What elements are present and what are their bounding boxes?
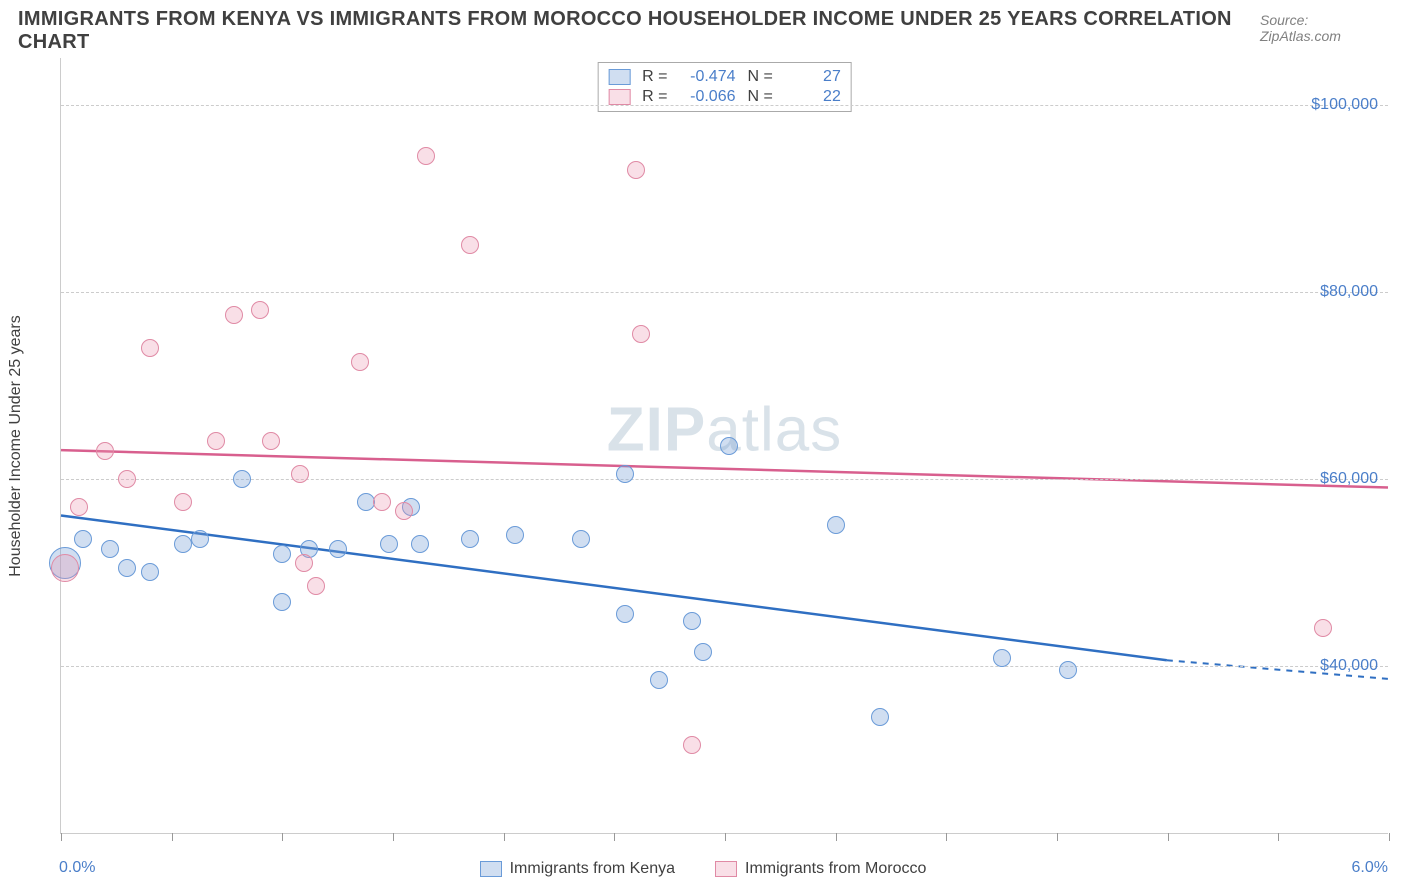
x-tick-mark (504, 833, 505, 841)
data-point (251, 301, 269, 319)
series-legend: Immigrants from Kenya Immigrants from Mor… (0, 860, 1406, 878)
stat-r-label: R = (642, 68, 667, 86)
x-tick-mark (61, 833, 62, 841)
data-point (827, 516, 845, 534)
data-point (295, 554, 313, 572)
plot-wrapper: ZIPatlas R =-0.474N =27R =-0.066N =22 0.… (60, 58, 1388, 834)
data-point (225, 306, 243, 324)
stat-r-value: -0.066 (680, 88, 736, 106)
data-point (273, 545, 291, 563)
trend-line (61, 516, 1167, 661)
data-point (506, 526, 524, 544)
legend-swatch (715, 861, 737, 877)
data-point (51, 554, 79, 582)
data-point (616, 465, 634, 483)
data-point (373, 493, 391, 511)
data-point (720, 437, 738, 455)
data-point (461, 530, 479, 548)
data-point (174, 535, 192, 553)
stat-n-value: 22 (785, 88, 841, 106)
gridline (61, 479, 1388, 480)
data-point (650, 671, 668, 689)
x-tick-mark (836, 833, 837, 841)
x-tick-mark (1057, 833, 1058, 841)
gridline (61, 292, 1388, 293)
data-point (191, 530, 209, 548)
data-point (141, 563, 159, 581)
data-point (96, 442, 114, 460)
data-point (1314, 619, 1332, 637)
data-point (101, 540, 119, 558)
x-tick-mark (946, 833, 947, 841)
y-tick-label: $40,000 (1320, 657, 1378, 675)
data-point (273, 593, 291, 611)
legend-swatch (608, 69, 630, 85)
data-point (627, 161, 645, 179)
legend-swatch (608, 89, 630, 105)
data-point (694, 643, 712, 661)
data-point (174, 493, 192, 511)
stat-n-value: 27 (785, 68, 841, 86)
data-point (207, 432, 225, 450)
data-point (118, 470, 136, 488)
data-point (262, 432, 280, 450)
data-point (1059, 661, 1077, 679)
data-point (683, 736, 701, 754)
data-point (395, 502, 413, 520)
data-point (572, 530, 590, 548)
x-tick-mark (1168, 833, 1169, 841)
stat-r-value: -0.474 (680, 68, 736, 86)
data-point (329, 540, 347, 558)
data-point (70, 498, 88, 516)
stat-r-label: R = (642, 88, 667, 106)
data-point (233, 470, 251, 488)
legend-series-name: Immigrants from Kenya (510, 860, 675, 878)
data-point (74, 530, 92, 548)
data-point (632, 325, 650, 343)
data-point (307, 577, 325, 595)
data-point (417, 147, 435, 165)
x-tick-mark (393, 833, 394, 841)
x-tick-mark (725, 833, 726, 841)
stats-legend-row: R = -0.474 N = 27 (608, 67, 841, 87)
data-point (141, 339, 159, 357)
y-tick-label: $60,000 (1320, 470, 1378, 488)
gridline (61, 105, 1388, 106)
data-point (461, 236, 479, 254)
data-point (616, 605, 634, 623)
data-point (351, 353, 369, 371)
data-point (993, 649, 1011, 667)
y-axis-title: Householder Income Under 25 years (7, 315, 25, 576)
x-tick-mark (1389, 833, 1390, 841)
source-label: Source: ZipAtlas.com (1260, 12, 1388, 44)
y-tick-label: $100,000 (1311, 96, 1378, 114)
data-point (380, 535, 398, 553)
x-tick-mark (172, 833, 173, 841)
gridline (61, 666, 1388, 667)
data-point (118, 559, 136, 577)
legend-swatch (480, 861, 502, 877)
stat-n-label: N = (748, 88, 773, 106)
stat-n-label: N = (748, 68, 773, 86)
legend-item: Immigrants from Morocco (715, 860, 926, 878)
trend-line (61, 450, 1388, 487)
plot-area: ZIPatlas R =-0.474N =27R =-0.066N =22 0.… (60, 58, 1388, 834)
legend-item: Immigrants from Kenya (480, 860, 675, 878)
data-point (683, 612, 701, 630)
data-point (871, 708, 889, 726)
x-tick-mark (282, 833, 283, 841)
data-point (291, 465, 309, 483)
legend-series-name: Immigrants from Morocco (745, 860, 926, 878)
y-tick-label: $80,000 (1320, 283, 1378, 301)
x-tick-mark (1278, 833, 1279, 841)
data-point (411, 535, 429, 553)
chart-title: IMMIGRANTS FROM KENYA VS IMMIGRANTS FROM… (18, 8, 1260, 54)
x-tick-mark (614, 833, 615, 841)
